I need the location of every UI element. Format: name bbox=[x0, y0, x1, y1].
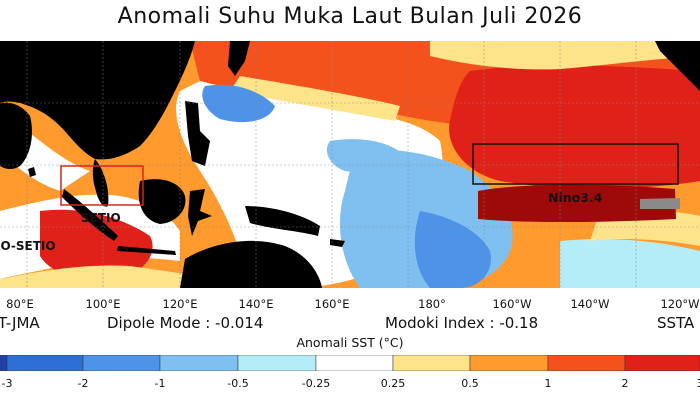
colorbar-segment bbox=[6, 355, 84, 371]
asia-landmass bbox=[0, 41, 195, 160]
nino34-label: Nino3.4 bbox=[548, 190, 603, 205]
colorbar-segment bbox=[469, 355, 549, 371]
colorbar bbox=[0, 355, 700, 371]
setio-label: SETIO bbox=[81, 211, 121, 225]
colorbar-segment bbox=[392, 355, 471, 371]
colorbar-segment bbox=[0, 355, 8, 371]
colorbar-segment bbox=[159, 355, 239, 371]
west-pacific-yellow-ring bbox=[230, 76, 400, 121]
south-indian-yellow bbox=[0, 265, 200, 288]
south-east-pacific-cool bbox=[560, 239, 700, 288]
colorbar-segment bbox=[624, 355, 700, 371]
japan-land bbox=[228, 41, 250, 76]
north-pacific-yellow-patch bbox=[430, 41, 700, 70]
central-pacific-cool-pocket bbox=[326, 139, 405, 173]
sst-anomaly-map: Nino3.4 SETIO IO-SETIO bbox=[0, 41, 700, 288]
java-land bbox=[117, 246, 176, 255]
sri-lanka-land bbox=[28, 167, 36, 177]
philippines-land bbox=[185, 101, 210, 166]
colorbar-tick-label: -0.25 bbox=[301, 377, 331, 390]
longitude-tick-label: 160°W bbox=[492, 297, 532, 311]
longitude-tick-label: 120°W bbox=[660, 297, 700, 311]
source-label-fragment: T-JMA bbox=[0, 314, 40, 332]
colorbar-segment bbox=[237, 355, 317, 371]
colorbar-tick-label: -3 bbox=[1, 377, 13, 390]
colorbar-tick-label: -2 bbox=[77, 377, 89, 390]
longitude-tick-label: 80°E bbox=[6, 297, 34, 311]
indian-ocean-hot-spot bbox=[40, 209, 153, 282]
nino34-missing-data bbox=[640, 198, 680, 209]
nino34-box bbox=[472, 143, 679, 185]
mexico-land bbox=[655, 41, 700, 91]
colorbar-tick-label: -0.5 bbox=[227, 377, 249, 390]
south-pacific-cool-strong bbox=[414, 211, 491, 288]
colorbar-tick-label: 2 bbox=[621, 377, 629, 390]
colorbar-label: Anomali SST (°C) bbox=[296, 335, 404, 350]
longitude-tick-label: 180° bbox=[418, 297, 446, 311]
new-guinea-land bbox=[245, 206, 320, 236]
longitude-tick-label: 120°E bbox=[162, 297, 198, 311]
australia-land bbox=[180, 240, 322, 288]
sulawesi-land bbox=[188, 189, 212, 236]
longitude-tick-label: 140°W bbox=[570, 297, 610, 311]
dipole-mode-index: Dipole Mode : -0.014 bbox=[107, 314, 264, 332]
modoki-index: Modoki Index : -0.18 bbox=[385, 314, 539, 332]
gridlines bbox=[0, 41, 700, 288]
colorbar-tick-label: 1 bbox=[544, 377, 552, 390]
setio-box bbox=[60, 165, 144, 206]
colorbar-segment bbox=[315, 355, 394, 371]
sumatra-land bbox=[62, 189, 118, 241]
colorbar-segment bbox=[82, 355, 161, 371]
longitude-tick-label: 140°E bbox=[238, 297, 274, 311]
colorbar-tick-label: -1 bbox=[154, 377, 166, 390]
map-title: Anomali Suhu Muka Laut Bulan Juli 2026 bbox=[117, 4, 583, 29]
colorbar-tick-label: 0.5 bbox=[461, 377, 479, 390]
colorbar-segment bbox=[547, 355, 626, 371]
indochina-landmass bbox=[92, 159, 109, 207]
solomon-islands-land bbox=[330, 239, 345, 247]
north-west-cool-patch bbox=[202, 84, 275, 123]
india-landmass bbox=[0, 102, 32, 170]
ssta-label-fragment: SSTA bbox=[657, 314, 695, 332]
borneo-land bbox=[138, 179, 186, 224]
central-pacific-hot bbox=[449, 65, 700, 189]
io-setio-label: IO-SETIO bbox=[0, 239, 56, 253]
nino34-very-hot-core bbox=[478, 184, 676, 222]
colorbar-tick-label: 3 bbox=[697, 377, 700, 390]
longitude-tick-label: 160°E bbox=[314, 297, 350, 311]
longitude-tick-label: 100°E bbox=[85, 297, 121, 311]
colorbar-tick-label: 0.25 bbox=[380, 377, 406, 390]
